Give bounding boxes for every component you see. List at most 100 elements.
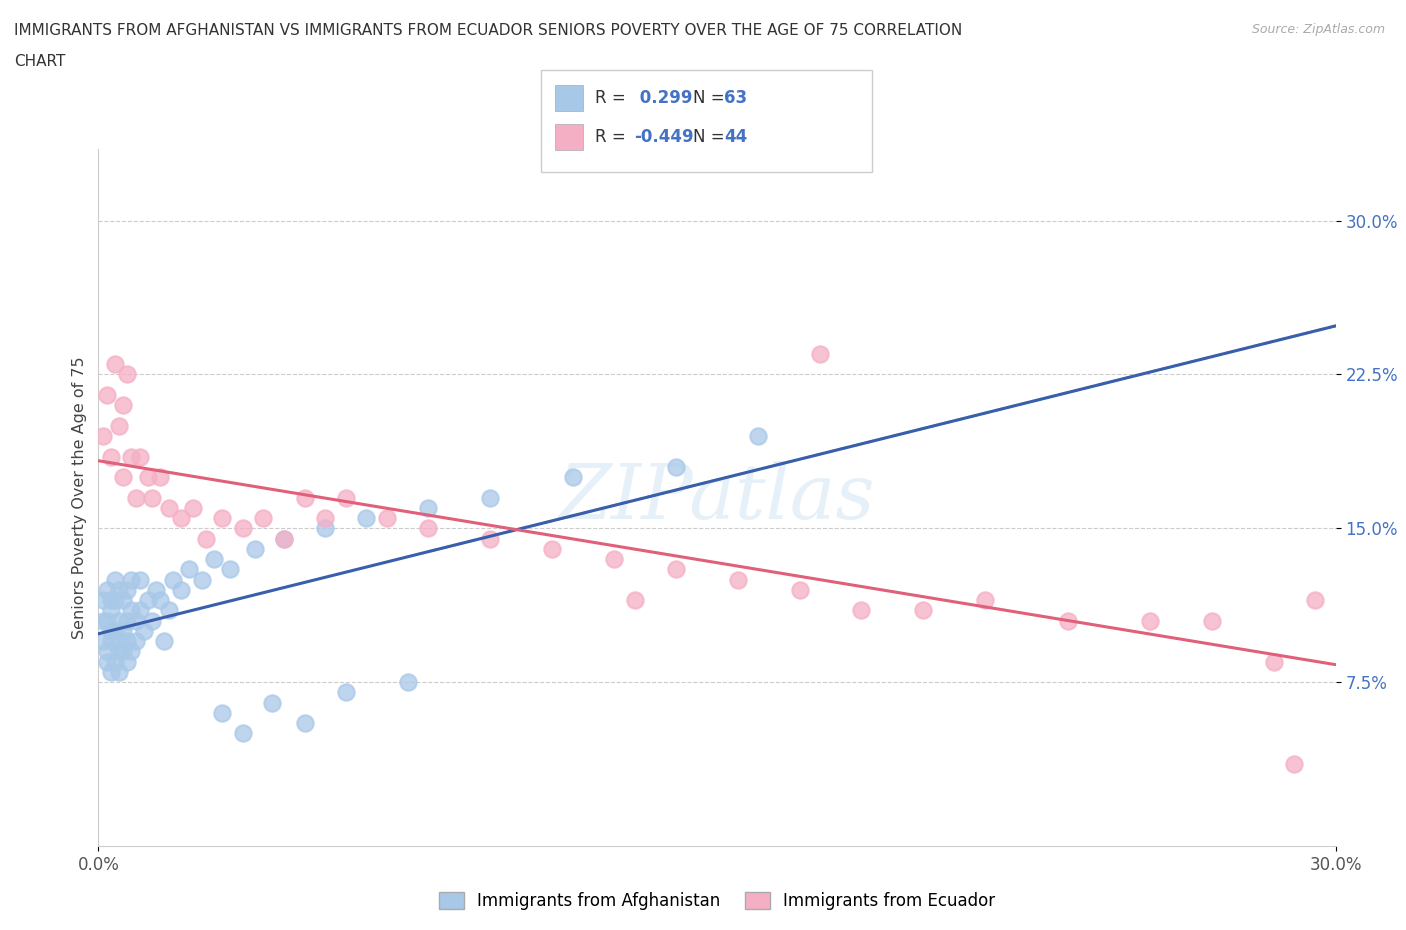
- Point: [232, 726, 254, 741]
- Point: [294, 716, 316, 731]
- Point: [314, 511, 336, 525]
- Point: [112, 398, 135, 413]
- Point: [665, 459, 688, 474]
- Point: [260, 696, 283, 711]
- Point: [219, 562, 242, 577]
- Point: [541, 541, 564, 556]
- Point: [179, 562, 201, 577]
- Point: [211, 706, 233, 721]
- Point: [120, 603, 142, 618]
- Point: [202, 551, 225, 566]
- Point: [132, 623, 155, 638]
- Point: [243, 541, 266, 556]
- Point: [128, 603, 150, 618]
- Y-axis label: Seniors Poverty Over the Age of 75: Seniors Poverty Over the Age of 75: [72, 356, 87, 639]
- Point: [418, 500, 440, 515]
- Point: [120, 572, 142, 587]
- Point: [112, 592, 135, 607]
- Point: [100, 623, 122, 638]
- Point: [91, 613, 114, 628]
- Text: CHART: CHART: [14, 54, 66, 69]
- Point: [96, 654, 118, 669]
- Point: [789, 582, 811, 597]
- Text: R =: R =: [595, 88, 626, 107]
- Text: IMMIGRANTS FROM AFGHANISTAN VS IMMIGRANTS FROM ECUADOR SENIORS POVERTY OVER THE : IMMIGRANTS FROM AFGHANISTAN VS IMMIGRANT…: [14, 23, 962, 38]
- Point: [851, 603, 873, 618]
- Point: [120, 449, 142, 464]
- Point: [479, 490, 502, 505]
- Point: [396, 675, 419, 690]
- Point: [96, 388, 118, 403]
- Point: [141, 490, 163, 505]
- Point: [117, 613, 139, 628]
- Point: [96, 582, 118, 597]
- Point: [91, 592, 114, 607]
- Point: [100, 664, 122, 679]
- Point: [747, 429, 769, 444]
- Legend: Immigrants from Afghanistan, Immigrants from Ecuador: Immigrants from Afghanistan, Immigrants …: [430, 884, 1004, 918]
- Text: 63: 63: [724, 88, 747, 107]
- Point: [104, 623, 127, 638]
- Point: [1201, 613, 1223, 628]
- Point: [190, 572, 212, 587]
- Point: [141, 613, 163, 628]
- Point: [124, 613, 146, 628]
- Point: [1056, 613, 1078, 628]
- Point: [170, 511, 193, 525]
- Point: [104, 654, 127, 669]
- Point: [128, 572, 150, 587]
- Point: [136, 592, 159, 607]
- Point: [273, 531, 295, 546]
- Point: [91, 429, 114, 444]
- Point: [603, 551, 626, 566]
- Point: [112, 644, 135, 658]
- Point: [149, 592, 172, 607]
- Point: [356, 511, 378, 525]
- Point: [375, 511, 398, 525]
- Point: [479, 531, 502, 546]
- Point: [170, 582, 193, 597]
- Point: [1263, 654, 1285, 669]
- Point: [104, 572, 127, 587]
- Point: [273, 531, 295, 546]
- Point: [120, 644, 142, 658]
- Point: [124, 633, 146, 648]
- Text: Source: ZipAtlas.com: Source: ZipAtlas.com: [1251, 23, 1385, 36]
- Point: [808, 347, 831, 362]
- Point: [157, 500, 180, 515]
- Text: R =: R =: [595, 127, 626, 146]
- Point: [117, 582, 139, 597]
- Text: 0.299: 0.299: [634, 88, 693, 107]
- Point: [252, 511, 274, 525]
- Point: [1303, 592, 1326, 607]
- Point: [108, 633, 131, 648]
- Point: [418, 521, 440, 536]
- Point: [96, 644, 118, 658]
- Point: [108, 644, 131, 658]
- Point: [117, 633, 139, 648]
- Text: ZIPatlas: ZIPatlas: [558, 460, 876, 535]
- Point: [108, 613, 131, 628]
- Point: [112, 623, 135, 638]
- Point: [108, 664, 131, 679]
- Point: [112, 470, 135, 485]
- Point: [335, 490, 357, 505]
- Point: [117, 367, 139, 382]
- Point: [194, 531, 217, 546]
- Point: [100, 633, 122, 648]
- Point: [294, 490, 316, 505]
- Point: [149, 470, 172, 485]
- Point: [136, 470, 159, 485]
- Text: -0.449: -0.449: [634, 127, 693, 146]
- Point: [665, 562, 688, 577]
- Point: [314, 521, 336, 536]
- Point: [1139, 613, 1161, 628]
- Point: [232, 521, 254, 536]
- Point: [623, 592, 645, 607]
- Point: [104, 357, 127, 372]
- Point: [100, 592, 122, 607]
- Point: [96, 613, 118, 628]
- Point: [145, 582, 167, 597]
- Point: [124, 490, 146, 505]
- Point: [162, 572, 184, 587]
